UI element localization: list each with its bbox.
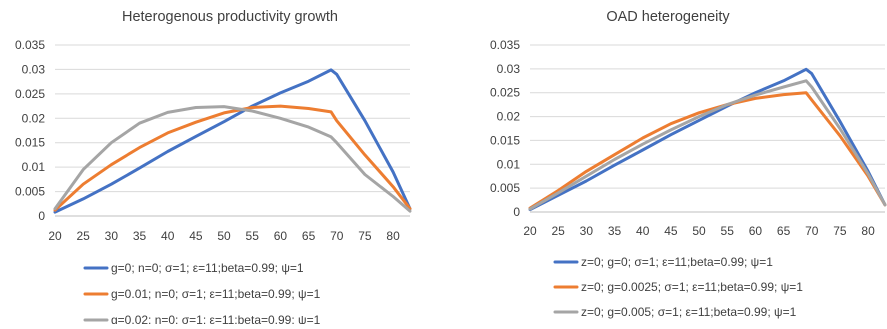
x-tick-label: 45 [189,229,203,243]
x-tick-label: 70 [805,224,819,238]
x-tick-label: 80 [861,224,875,238]
y-tick-label: 0.015 [15,136,45,150]
chart-title: OAD heterogeneity [606,9,730,25]
y-tick-label: 0.01 [22,160,46,174]
series-line [53,104,412,212]
x-tick-label: 65 [302,229,316,243]
x-tick-label: 25 [551,224,565,238]
x-tick-label: 75 [833,224,847,238]
legend-label: z=0; g=0; σ=1; ε=11;beta=0.99; ψ=1 [581,255,773,269]
x-tick-label: 45 [664,224,678,238]
legend-label: z=0; g=0.0025; σ=1; ε=11;beta=0.99; ψ=1 [581,280,803,294]
y-tick-label: 0 [513,205,520,219]
x-tick-label: 20 [523,224,537,238]
y-tick-label: 0.025 [490,86,520,100]
x-tick-label: 25 [76,229,90,243]
y-tick-label: 0.005 [490,181,520,195]
x-tick-label: 70 [330,229,344,243]
y-tick-label: 0.025 [15,87,45,101]
x-tick-label: 35 [608,224,622,238]
y-tick-label: 0.02 [497,110,521,124]
legend-label: g=0.01; n=0; σ=1; ε=11;beta=0.99; ψ=1 [111,287,321,301]
series-line [53,68,412,214]
x-tick-label: 40 [161,229,175,243]
x-tick-label: 30 [105,229,119,243]
legend-label: z=0; g=0.005; σ=1; ε=11;beta=0.99; ψ=1 [581,305,797,319]
x-tick-label: 60 [274,229,288,243]
x-tick-label: 30 [580,224,594,238]
x-tick-label: 75 [358,229,372,243]
x-tick-label: 80 [386,229,400,243]
x-tick-label: 55 [246,229,260,243]
legend-label: g=0.02; n=0; σ=1; ε=11;beta=0.99; ψ=1 [111,313,321,324]
x-tick-label: 20 [48,229,62,243]
y-tick-label: 0.01 [497,157,521,171]
chart-title: Heterogenous productivity growth [122,9,338,25]
y-tick-label: 0.035 [15,38,45,52]
x-tick-label: 55 [721,224,735,238]
x-tick-label: 50 [692,224,706,238]
x-tick-label: 35 [133,229,147,243]
y-tick-label: 0.02 [22,111,46,125]
series-line [528,79,887,211]
x-tick-label: 40 [636,224,650,238]
x-tick-label: 60 [749,224,763,238]
y-tick-label: 0 [38,209,45,223]
y-tick-label: 0.015 [490,133,520,147]
legend-label: g=0; n=0; σ=1; ε=11;beta=0.99; ψ=1 [111,261,304,275]
series-line [53,105,412,213]
y-tick-label: 0.005 [15,185,45,199]
y-tick-label: 0.03 [497,62,521,76]
x-tick-label: 50 [217,229,231,243]
y-tick-label: 0.035 [490,38,520,52]
y-tick-label: 0.03 [22,62,46,76]
x-tick-label: 65 [777,224,791,238]
